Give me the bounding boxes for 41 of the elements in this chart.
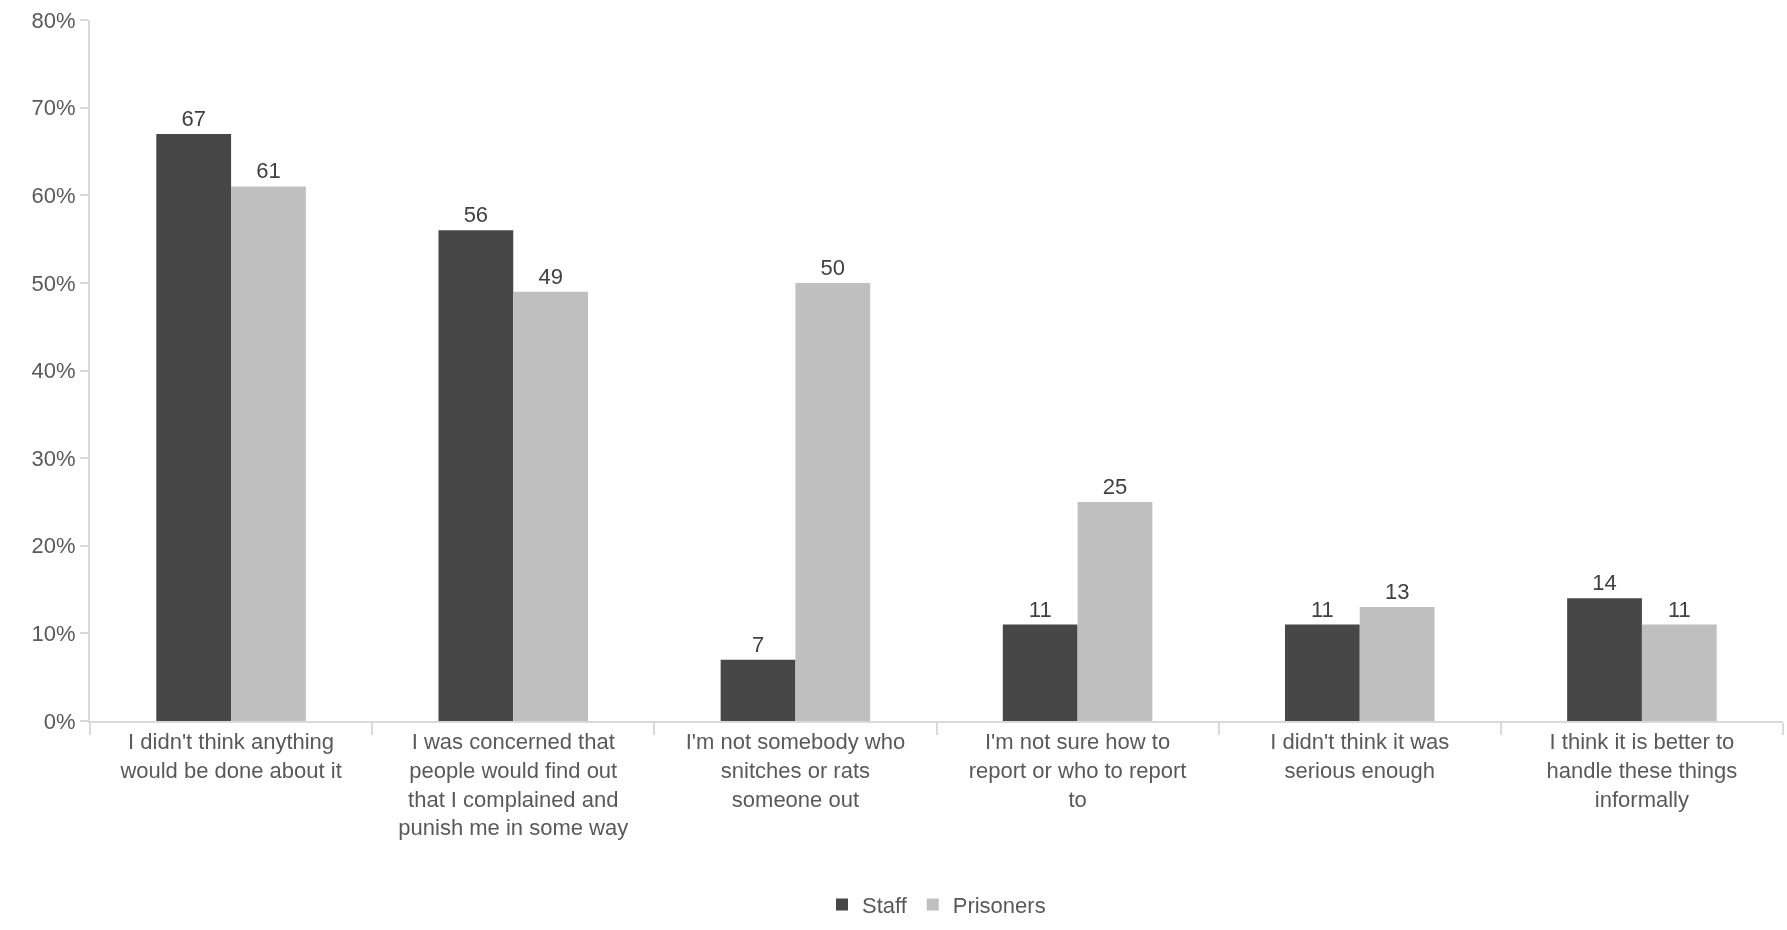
x-tick-label: I was concerned that people would find out that I complained and punish me in some way	[398, 729, 629, 841]
x-tick-label: I didn't think anything would be done about it	[119, 729, 342, 783]
y-tick-label: 20%	[31, 533, 76, 559]
y-tick-label: 10%	[31, 621, 76, 647]
data-label: 50	[820, 254, 846, 280]
bar	[1002, 624, 1078, 721]
bar	[1077, 501, 1153, 721]
data-label: 49	[538, 263, 563, 289]
x-tick-label: I'm not sure how to report or who to report to	[968, 729, 1187, 812]
bar	[1359, 607, 1435, 721]
legend-label: Prisoners	[952, 893, 1046, 919]
y-tick-label: 70%	[31, 95, 76, 121]
bar	[1641, 624, 1717, 721]
bar	[1567, 598, 1642, 721]
data-label: 14	[1592, 570, 1617, 596]
bar	[795, 282, 871, 721]
data-label: 56	[463, 202, 489, 228]
x-tick-label: I'm not somebody who snitches or rats someone out	[685, 729, 906, 812]
y-tick-label: 40%	[31, 358, 76, 384]
data-label: 11	[1028, 596, 1052, 622]
x-tick-label: I didn't think it was serious enough	[1270, 729, 1450, 783]
bar	[513, 291, 589, 721]
data-label: 13	[1384, 579, 1410, 605]
bar	[231, 186, 306, 721]
bar	[438, 230, 514, 721]
bar	[1284, 624, 1360, 721]
y-tick-label: 0%	[43, 708, 76, 734]
data-label: 67	[181, 105, 206, 131]
data-label: 11	[1310, 596, 1334, 622]
y-tick-label: 60%	[31, 182, 76, 208]
y-tick-label: 80%	[31, 7, 76, 33]
x-tick-label: I think it is better to handle these things informally	[1546, 729, 1738, 812]
bar	[156, 133, 232, 721]
y-tick-label: 30%	[31, 445, 76, 471]
legend-label: Staff	[862, 893, 908, 919]
data-label: 11	[1667, 596, 1691, 622]
data-label: 7	[751, 631, 765, 657]
y-tick-label: 50%	[31, 270, 76, 296]
data-label: 25	[1102, 473, 1128, 499]
bar	[720, 659, 796, 721]
data-label: 61	[256, 158, 281, 184]
